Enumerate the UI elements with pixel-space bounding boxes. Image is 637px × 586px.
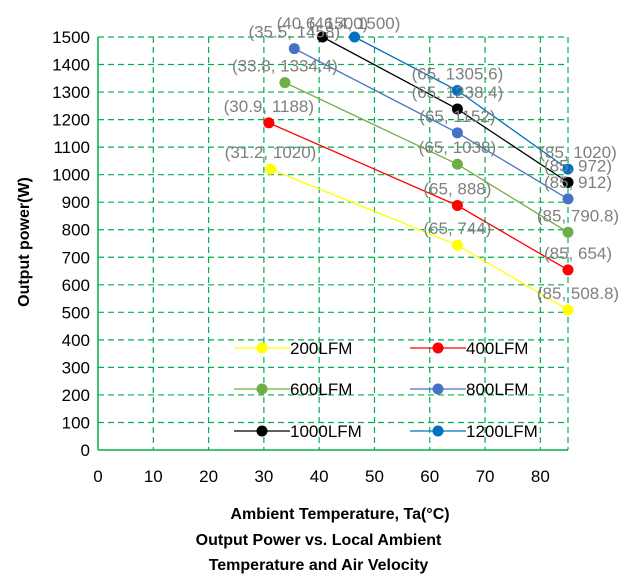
data-label: (85, 972): [544, 156, 612, 175]
legend-label: 600LFM: [290, 380, 352, 399]
legend-label: 200LFM: [290, 339, 352, 358]
data-point: [451, 103, 463, 115]
y-tick-label: 300: [62, 358, 90, 377]
series-line: [270, 168, 569, 311]
x-tick-label: 70: [476, 467, 495, 486]
data-point: [288, 43, 300, 55]
data-label: (65, 1038): [419, 138, 497, 157]
data-label: (35.5, 1458): [248, 23, 340, 42]
data-point: [562, 264, 574, 276]
legend-marker: [256, 425, 268, 437]
legend-marker: [432, 342, 444, 354]
y-axis-title: Output power(W): [16, 177, 33, 307]
data-label: (85, 508.8): [537, 284, 619, 303]
x-tick-label: 80: [531, 467, 550, 486]
y-tick-label: 200: [62, 386, 90, 405]
legend-marker: [432, 425, 444, 437]
data-label: (46.4, 1500): [309, 14, 401, 33]
x-tick-label: 10: [144, 467, 163, 486]
data-label: (85, 654): [544, 244, 612, 263]
data-point: [562, 163, 574, 175]
x-axis-title: Ambient Temperature, Ta(°C): [230, 506, 449, 523]
legend-label: 800LFM: [466, 380, 528, 399]
series-group: [263, 31, 574, 316]
x-tick-label: 30: [254, 467, 273, 486]
y-tick-label: 900: [62, 193, 90, 212]
y-tick-label: 100: [62, 413, 90, 432]
data-label: (65, 744): [423, 219, 491, 238]
y-tick-label: 500: [62, 303, 90, 322]
data-labels: (31.2, 1020) (65, 744) (85, 508.8) (30.9, 1…: [224, 14, 619, 303]
data-point: [451, 85, 463, 97]
x-tick-label: 20: [199, 467, 218, 486]
data-label: (31.2, 1020): [225, 143, 317, 162]
y-tick-label: 0: [81, 441, 90, 460]
legend-label: 1000LFM: [290, 422, 362, 441]
data-label: (85, 1020): [539, 143, 617, 162]
data-point: [451, 127, 463, 139]
data-point: [316, 31, 328, 43]
data-label: (65, 1238.4): [412, 83, 504, 102]
legend-marker: [432, 383, 444, 395]
data-label: (30.9, 1188): [224, 97, 314, 116]
legend-marker: [256, 342, 268, 354]
axes: [97, 37, 568, 451]
data-point: [349, 31, 361, 43]
series-line: [284, 82, 569, 233]
data-label: (65, 888): [423, 180, 491, 199]
y-tick-label: 1000: [52, 166, 90, 185]
x-tick-labels: 0 10 20 30 40 50 60 70 80: [93, 467, 550, 486]
y-tick-label: 1400: [52, 56, 90, 75]
data-label: (33.8, 1334.4): [232, 57, 338, 76]
data-point: [451, 200, 463, 212]
legend-marker: [256, 383, 268, 395]
data-label: (65, 1305.6): [412, 65, 504, 84]
grid: [98, 36, 569, 450]
data-point: [263, 117, 275, 129]
chart-title-line-1: Output Power vs. Local Ambient: [195, 532, 442, 549]
y-tick-labels: 0 100 200 300 400 500 600 700 800 900 1000 1100 1200…: [52, 28, 90, 460]
chart-title-line-2: Temperature and Air Velocity: [208, 557, 429, 574]
data-point: [562, 226, 574, 238]
data-label: (40.6, 1500): [277, 14, 369, 33]
data-point: [265, 163, 277, 175]
data-point: [451, 158, 463, 170]
x-tick-label: 40: [310, 467, 329, 486]
x-tick-label: 60: [420, 467, 439, 486]
data-point: [279, 77, 291, 89]
data-label: (85, 790.8): [537, 206, 619, 225]
data-point: [562, 304, 574, 316]
legend-label: 1200LFM: [466, 422, 538, 441]
y-tick-label: 800: [62, 221, 90, 240]
y-tick-label: 1200: [52, 111, 90, 130]
x-tick-label: 0: [93, 467, 102, 486]
data-label: (85, 912): [544, 173, 612, 192]
data-point: [451, 239, 463, 251]
y-tick-label: 1300: [52, 83, 90, 102]
x-tick-label: 50: [365, 467, 384, 486]
legend-label: 400LFM: [466, 339, 528, 358]
y-tick-label: 400: [62, 331, 90, 350]
data-point: [562, 176, 574, 188]
y-tick-label: 1100: [53, 138, 90, 157]
data-label: (65, 1152): [419, 107, 495, 126]
legend: 200LFM 400LFM 600LFM 800LFM 1000LFM 1200LFM: [234, 339, 538, 441]
y-tick-label: 700: [62, 248, 90, 267]
y-tick-label: 600: [62, 276, 90, 295]
y-tick-label: 1500: [52, 28, 90, 47]
data-point: [562, 193, 574, 205]
